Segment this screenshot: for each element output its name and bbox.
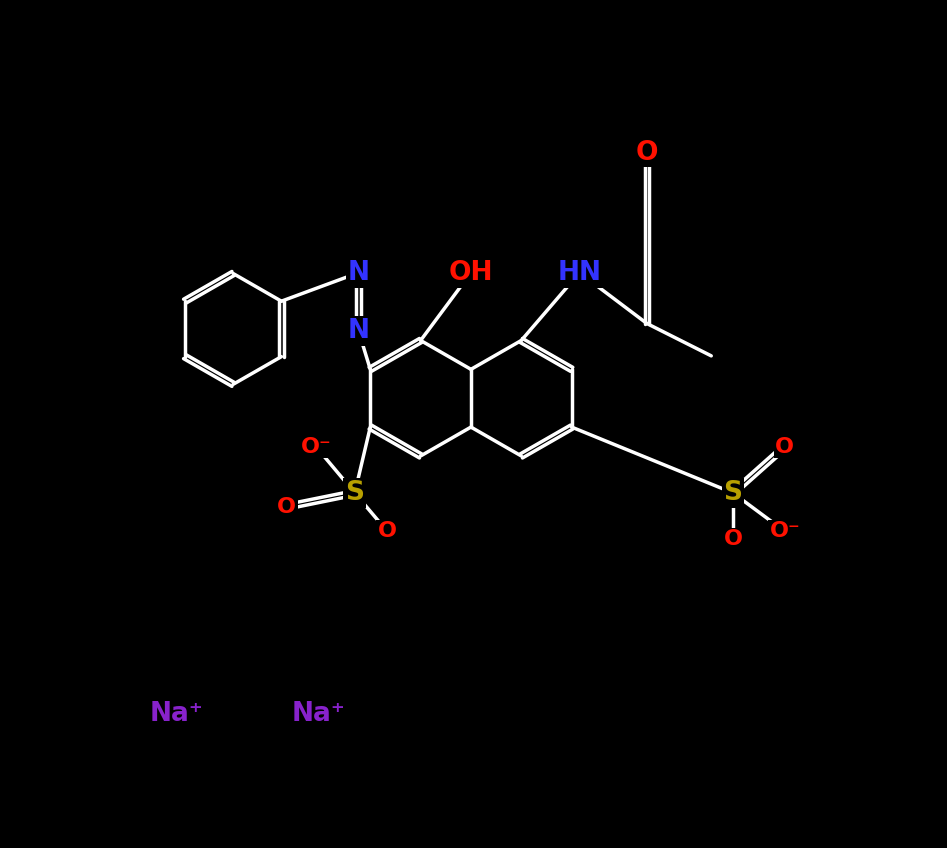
Text: O: O	[635, 140, 658, 165]
Text: O: O	[277, 497, 296, 516]
Text: O: O	[724, 529, 742, 550]
Text: OH: OH	[449, 259, 493, 286]
Text: O: O	[776, 437, 795, 457]
Text: Na⁺: Na⁺	[292, 701, 346, 727]
Text: S: S	[346, 480, 365, 506]
Text: N: N	[348, 259, 369, 286]
Text: O⁻: O⁻	[770, 522, 800, 541]
Text: S: S	[724, 480, 742, 506]
Text: HN: HN	[558, 259, 601, 286]
Text: Na⁺: Na⁺	[150, 701, 204, 727]
Text: O: O	[378, 522, 397, 541]
Text: N: N	[348, 318, 369, 344]
Text: O⁻: O⁻	[300, 437, 331, 457]
